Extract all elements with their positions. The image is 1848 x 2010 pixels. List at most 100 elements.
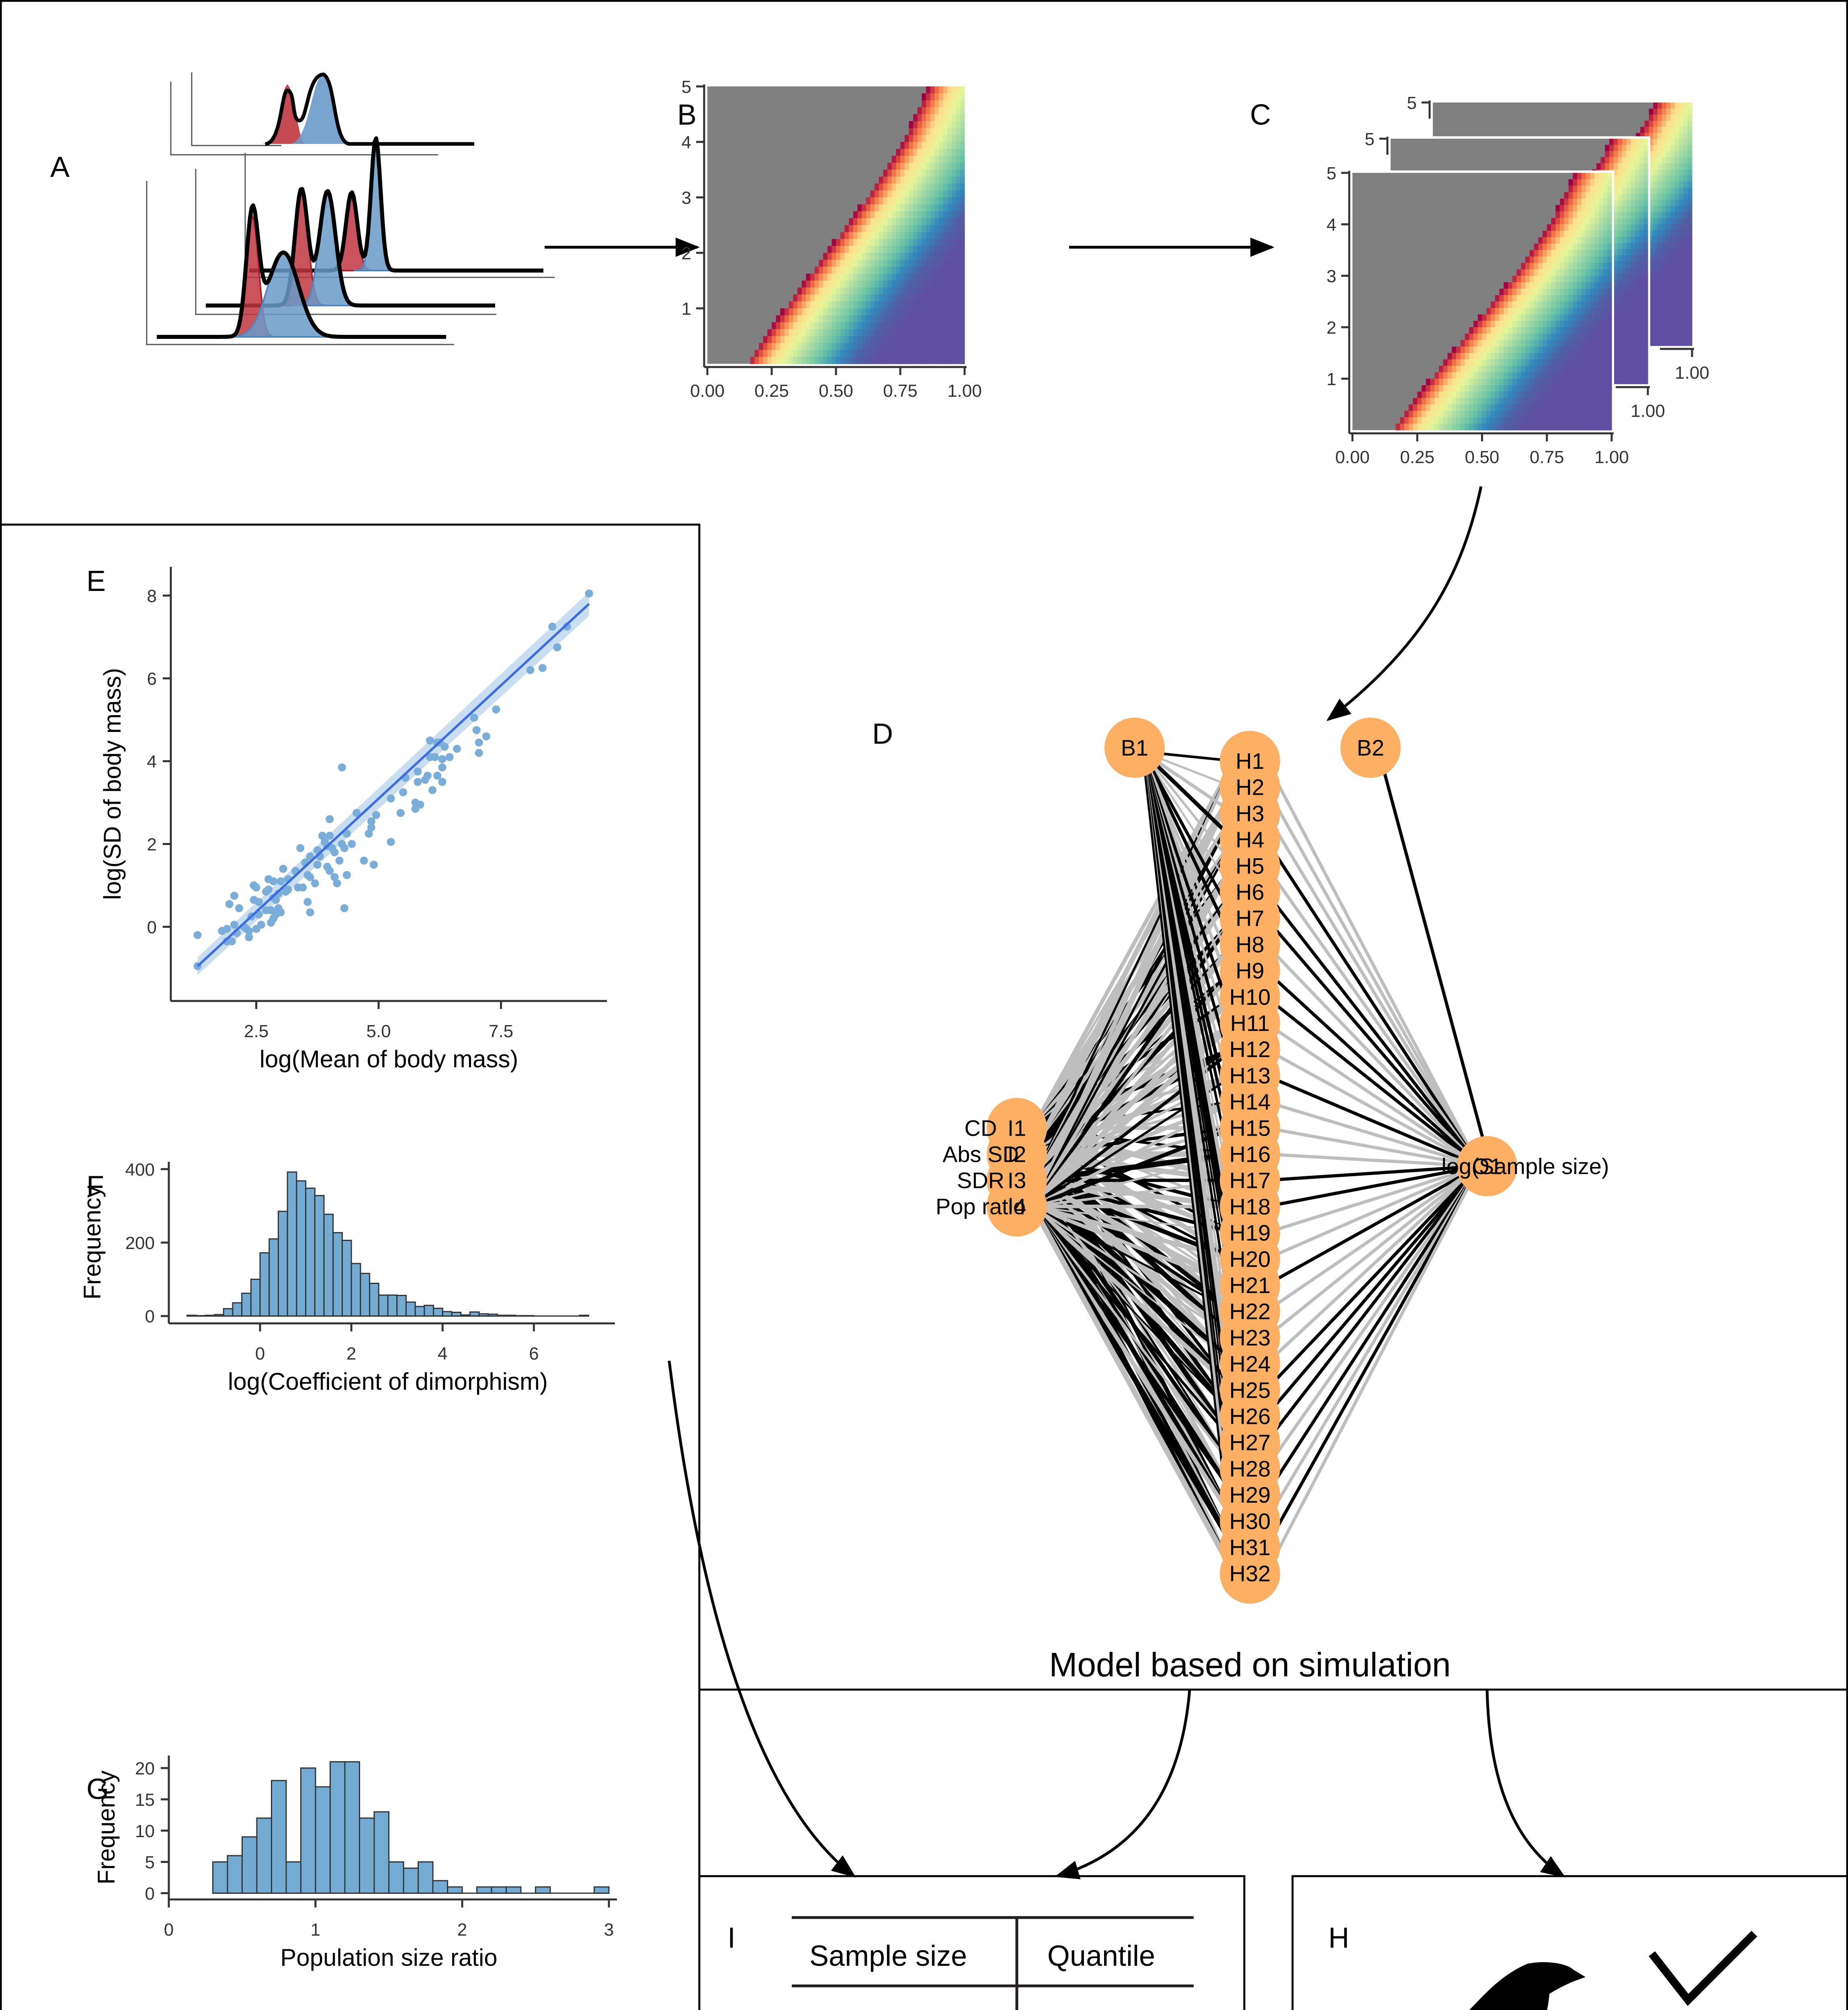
hidden-node-label: H23 [1229,1325,1271,1350]
heatmap-c-cell [1657,321,1662,328]
heatmap-c-cell [1666,248,1671,255]
heatmap-b-cell [875,336,879,343]
heatmap-c-cell [1434,392,1439,398]
heatmap-c-cell [1452,392,1457,398]
heatmap-b-cell [913,176,918,184]
heatmap-b-cell [801,357,806,364]
heatmap-c-cell [1670,200,1675,206]
heatmap-c-cell [1512,392,1517,398]
heatmap-c-cell [1547,256,1552,263]
scatter-x-tick-label: 2.5 [244,1021,268,1041]
heatmap-c-cell [1590,295,1595,302]
heatmap-c-cell [1504,404,1508,411]
heatmap-b-cell [952,176,957,184]
heatmap-c-cell [1473,404,1478,411]
heatmap-c-cell [1538,404,1543,411]
heatmap-b-cell [883,197,888,205]
edge-hidden-output [1266,1165,1479,1182]
heatmap-c-cell [1639,310,1644,317]
heatmap-c-cell [1465,385,1469,392]
heatmap-c-cell [1635,347,1640,354]
heatmap-b-cell [947,273,952,281]
heatmap-c-cell [1631,255,1635,262]
heatmap-c-cell [1482,347,1487,353]
heatmap-b-cell [801,315,806,323]
heatmap-b-cell [896,329,901,336]
heatmap-b-cell [810,273,815,281]
heatmap-c-cell [1504,347,1508,353]
heatmap-c-cell [1499,340,1504,347]
heatmap-c-cell [1577,314,1582,321]
heatmap-c-cell [1460,424,1465,431]
heatmap-c-cell [1679,260,1684,267]
heatmap-b-cell [926,260,931,267]
heatmap-c-cell [1590,244,1595,250]
heatmap-c-cell [1516,308,1521,315]
heatmap-b-cell [922,93,926,101]
heatmap-b-cell [891,301,896,309]
heatmap-c-cell [1512,347,1517,353]
panel-label-i: I [727,1922,736,1954]
heatmap-c-cell [1618,194,1623,201]
heatmap-c-cell [1639,206,1644,213]
heatmap-c-cell [1622,328,1627,335]
heatmap-c-cell [1635,279,1640,286]
left-panel-frame [1,523,701,2010]
heatmap-c-cell [1622,267,1627,274]
heatmap-c-cell [1594,411,1599,418]
heatmap-b-cell [832,301,836,309]
heatmap-c-cell [1688,218,1692,225]
heatmap-b-cell [819,343,824,351]
heatmap-b-cell [939,211,944,219]
heatmap-c-cell [1657,200,1662,206]
heatmap-c-cell [1626,335,1631,341]
heatmap-c-cell [1577,218,1582,225]
heatmap-b-cell [891,211,896,219]
heatmap-b-cell [947,301,952,309]
heatmap-c-cell [1603,186,1608,193]
heatmap-c-cell [1560,417,1565,424]
heatmap-c-cell [1598,353,1604,360]
edge-input-hidden [1032,839,1235,1207]
heatmap-c-cell [1635,267,1640,274]
heatmap-c-cell [1452,385,1457,392]
heatmap-c-cell [1521,385,1526,392]
heatmap-c-cell [1564,340,1569,347]
heatmap-b-cell [891,183,896,191]
heatmap-b-cell [943,114,948,121]
heatmap-b-cell [896,246,901,253]
heatmap-c-cell [1568,314,1573,321]
heatmap-c-cell [1679,285,1684,291]
heatmap-b-cell [836,315,841,323]
heatmap-c-cell [1573,353,1578,360]
heatmap-b-cell [887,315,892,323]
scatter-point [342,829,351,838]
heatmap-c-cell [1683,297,1688,304]
heatmap-b-cell [930,149,935,156]
heatmap-b-cell [866,287,871,295]
heatmap-b-cell [947,343,952,351]
panel-label-b: B [677,99,697,131]
heatmap-b-cell [776,315,781,323]
heatmap-c-cell [1486,417,1491,424]
heatmap-c-cell [1465,411,1469,418]
panel-label-e: E [86,565,106,597]
heatmap-c-cell [1456,411,1461,418]
heatmap-b-cell [810,336,815,343]
heatmap-b-cell [887,225,892,232]
heatmap-c-cell [1622,145,1627,152]
heatmap-c-cell [1525,379,1530,386]
heatmap-c-cell [1486,321,1491,328]
heatmap-c-cell [1439,366,1444,373]
heatmap-b-cell [836,350,841,357]
heatmap-c-cell [1626,157,1631,164]
heatmap-c-cell [1504,424,1508,431]
heatmap-c-cell [1491,417,1496,424]
heatmap-b-cell [922,329,926,336]
heatmap-b-cell [823,281,828,288]
heatmap-c-cell [1649,315,1653,322]
heatmap-c-cell [1679,327,1684,334]
scatter-point [338,763,346,771]
heatmap-b-cell [862,343,867,351]
heatmap-b-cell [801,281,806,288]
